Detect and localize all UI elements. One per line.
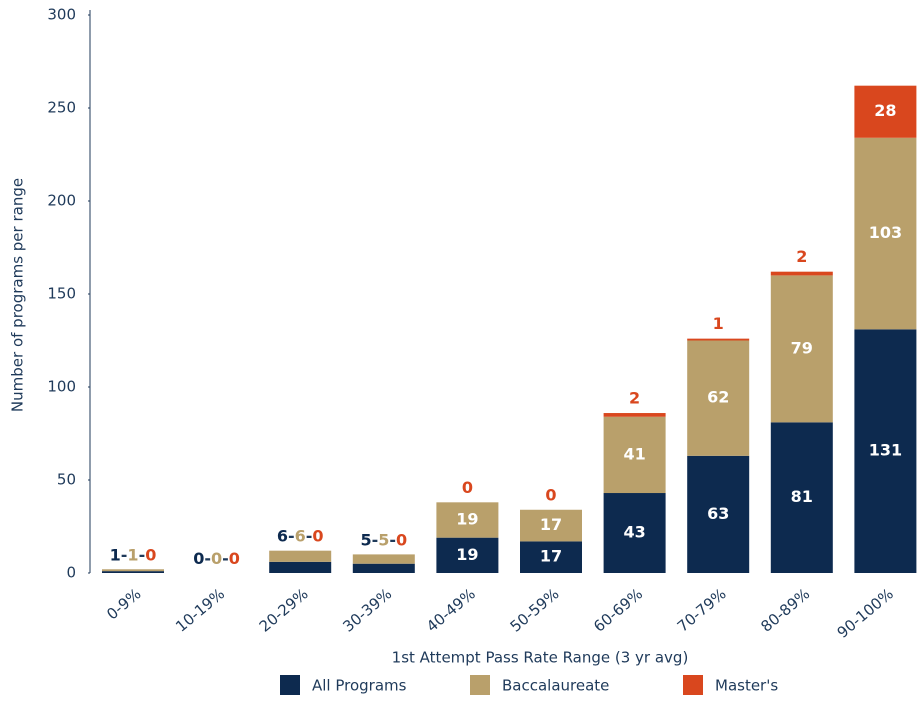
y-tick-label: 50: [57, 471, 76, 489]
data-label: 63: [707, 504, 729, 523]
y-tick-label: 250: [47, 99, 76, 117]
data-label: 2: [629, 389, 640, 408]
legend-swatch: [470, 675, 490, 695]
data-label: 0: [462, 478, 473, 497]
bar-segment: [352, 554, 415, 564]
label-separator: -: [389, 530, 396, 549]
data-label: 43: [623, 523, 645, 542]
data-label: 103: [869, 223, 902, 242]
data-label: 81: [791, 487, 813, 506]
bar-segment: [770, 422, 833, 573]
data-label-part: 6: [295, 526, 306, 545]
data-label-part: 0: [312, 526, 323, 545]
bar-segment: [854, 329, 917, 573]
x-tick-label: 50-59%: [507, 585, 563, 636]
bar-segment: [520, 509, 582, 542]
data-label: 131: [869, 441, 902, 460]
bar-segment: [770, 271, 833, 276]
bar-segment: [687, 340, 750, 456]
x-axis-title: 1st Attempt Pass Rate Range (3 yr avg): [392, 649, 689, 667]
label-separator: -: [204, 549, 211, 568]
bar-segment: [436, 502, 499, 538]
x-tick-label: 70-79%: [674, 585, 730, 636]
data-label: 17: [540, 547, 562, 566]
data-label: 79: [791, 338, 813, 357]
data-label: 19: [456, 545, 478, 564]
x-tick-label: 10-19%: [172, 585, 228, 636]
bar-segment: [520, 541, 582, 573]
bar-segment: [436, 537, 499, 573]
bar-segment: [603, 413, 666, 417]
data-label-part: 5: [360, 530, 371, 549]
bar-segment: [687, 338, 750, 341]
y-axis-title: Number of programs per range: [9, 178, 27, 412]
data-label-part: 1: [127, 545, 138, 564]
bar-segment: [687, 455, 750, 573]
data-label: 0: [545, 485, 556, 504]
label-separator: -: [222, 549, 229, 568]
data-label: 62: [707, 388, 729, 407]
x-tick-label: 20-29%: [256, 585, 312, 636]
x-tick-label: 80-89%: [757, 585, 813, 636]
bar-segment: [854, 85, 917, 138]
bar-segment: [102, 569, 164, 572]
x-tick-label: 60-69%: [590, 585, 646, 636]
legend-swatch: [683, 675, 703, 695]
data-label: 41: [623, 444, 645, 463]
data-label-part: 5: [378, 530, 389, 549]
data-label: 17: [540, 515, 562, 534]
label-separator: -: [306, 526, 313, 545]
bar-segment: [352, 563, 415, 573]
data-label-part: 1: [110, 545, 121, 564]
bar-segment: [269, 561, 332, 573]
bar-segment: [603, 493, 666, 573]
bar-segment: [854, 137, 917, 330]
data-label: 0-0-0: [193, 549, 240, 568]
bar-segment: [770, 275, 833, 423]
legend-label: All Programs: [312, 677, 407, 695]
data-label: 6-6-0: [277, 526, 324, 545]
data-label: 5-5-0: [360, 530, 407, 549]
x-tick-label: 0-9%: [103, 585, 144, 624]
data-label-part: 6: [277, 526, 288, 545]
label-separator: -: [372, 530, 379, 549]
label-separator: -: [139, 545, 146, 564]
data-label: 2: [796, 247, 807, 266]
data-label: 28: [874, 101, 896, 120]
data-label-part: 0: [211, 549, 222, 568]
y-tick-label: 100: [47, 378, 76, 396]
legend-label: Master's: [715, 677, 778, 695]
bar-segment: [269, 550, 332, 562]
label-separator: -: [121, 545, 128, 564]
y-tick-label: 200: [47, 192, 76, 210]
bar-segment: [603, 416, 666, 494]
y-tick-label: 300: [47, 6, 76, 24]
label-separator: -: [288, 526, 295, 545]
x-tick-label: 90-100%: [834, 585, 897, 642]
data-label-part: 0: [396, 530, 407, 549]
data-label-part: 0: [229, 549, 240, 568]
data-label-part: 0: [145, 545, 156, 564]
bar-segment: [102, 571, 164, 573]
data-label-part: 0: [193, 549, 204, 568]
x-tick-label: 30-39%: [339, 585, 395, 636]
data-label: 19: [456, 509, 478, 528]
legend-swatch: [280, 675, 300, 695]
data-label: 1: [713, 314, 724, 333]
data-label: 1-1-0: [110, 545, 157, 564]
legend-label: Baccalaureate: [502, 677, 609, 695]
x-tick-label: 40-49%: [423, 585, 479, 636]
y-tick-label: 150: [47, 285, 76, 303]
y-tick-label: 0: [66, 564, 76, 582]
